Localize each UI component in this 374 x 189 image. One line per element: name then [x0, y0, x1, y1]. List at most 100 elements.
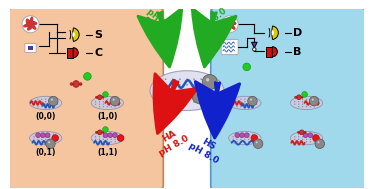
Circle shape — [99, 106, 100, 107]
Circle shape — [310, 136, 311, 137]
Circle shape — [53, 104, 54, 105]
Circle shape — [251, 135, 258, 141]
Circle shape — [102, 131, 104, 133]
Circle shape — [248, 104, 249, 105]
Circle shape — [295, 96, 297, 98]
Circle shape — [244, 106, 245, 107]
Circle shape — [107, 106, 108, 107]
Circle shape — [103, 106, 104, 107]
Circle shape — [244, 134, 245, 135]
Circle shape — [179, 78, 181, 80]
Circle shape — [240, 106, 242, 107]
Circle shape — [33, 139, 35, 140]
Circle shape — [318, 101, 319, 102]
Circle shape — [240, 136, 242, 137]
Circle shape — [306, 136, 307, 137]
Circle shape — [314, 134, 315, 135]
Circle shape — [37, 136, 39, 137]
Circle shape — [306, 106, 307, 107]
Circle shape — [310, 104, 311, 105]
Circle shape — [53, 106, 54, 107]
Circle shape — [36, 133, 40, 138]
Circle shape — [53, 139, 54, 140]
Circle shape — [45, 139, 46, 140]
Circle shape — [314, 104, 315, 105]
Circle shape — [103, 98, 104, 100]
Circle shape — [107, 139, 108, 140]
Circle shape — [240, 139, 242, 140]
Circle shape — [165, 90, 166, 91]
Circle shape — [193, 95, 195, 97]
Circle shape — [103, 136, 104, 137]
Circle shape — [248, 106, 249, 107]
Circle shape — [172, 78, 174, 80]
FancyArrowPatch shape — [195, 81, 240, 138]
Circle shape — [49, 136, 50, 137]
Circle shape — [306, 141, 307, 143]
Wedge shape — [72, 32, 75, 37]
Circle shape — [200, 84, 202, 86]
Circle shape — [208, 90, 209, 91]
Circle shape — [49, 101, 50, 102]
FancyBboxPatch shape — [221, 40, 238, 55]
Circle shape — [303, 133, 308, 138]
Circle shape — [114, 141, 116, 143]
Circle shape — [40, 133, 45, 138]
Circle shape — [45, 106, 46, 107]
Circle shape — [119, 104, 120, 105]
Circle shape — [158, 95, 159, 97]
Circle shape — [49, 98, 50, 100]
Circle shape — [103, 141, 104, 143]
Bar — [266, 47, 272, 57]
Ellipse shape — [229, 96, 261, 110]
Circle shape — [312, 99, 314, 101]
Circle shape — [41, 104, 42, 105]
Circle shape — [33, 101, 35, 102]
Circle shape — [49, 134, 50, 135]
Circle shape — [252, 98, 253, 100]
Circle shape — [165, 84, 166, 86]
Circle shape — [172, 101, 174, 103]
Circle shape — [206, 78, 209, 81]
Circle shape — [202, 74, 217, 90]
Circle shape — [33, 136, 35, 137]
Circle shape — [70, 83, 73, 85]
Circle shape — [236, 136, 238, 137]
Circle shape — [165, 95, 166, 97]
Circle shape — [95, 101, 96, 102]
Circle shape — [41, 101, 42, 102]
Circle shape — [318, 136, 319, 137]
Circle shape — [114, 139, 116, 140]
Text: pH 6.0
Reset: pH 6.0 Reset — [199, 7, 235, 41]
Circle shape — [248, 136, 249, 137]
Circle shape — [49, 96, 58, 106]
Circle shape — [248, 96, 257, 106]
Circle shape — [233, 101, 234, 102]
Circle shape — [84, 73, 91, 80]
Circle shape — [252, 136, 253, 137]
Circle shape — [302, 101, 303, 102]
Circle shape — [45, 134, 46, 135]
Circle shape — [244, 98, 245, 100]
Circle shape — [53, 141, 54, 143]
Circle shape — [297, 131, 299, 133]
Circle shape — [252, 139, 253, 140]
Circle shape — [236, 98, 238, 100]
Circle shape — [248, 134, 249, 135]
Circle shape — [252, 106, 253, 107]
Circle shape — [111, 101, 112, 102]
Circle shape — [37, 104, 39, 105]
Circle shape — [111, 106, 112, 107]
Text: (1,0): (1,0) — [97, 112, 117, 122]
Circle shape — [306, 98, 307, 100]
Ellipse shape — [30, 131, 62, 145]
Circle shape — [236, 134, 238, 135]
Circle shape — [179, 90, 181, 91]
Circle shape — [309, 96, 319, 106]
Circle shape — [45, 141, 46, 143]
Circle shape — [158, 90, 159, 91]
Circle shape — [256, 101, 257, 102]
Circle shape — [302, 134, 303, 135]
Circle shape — [57, 101, 58, 102]
Circle shape — [119, 136, 120, 137]
